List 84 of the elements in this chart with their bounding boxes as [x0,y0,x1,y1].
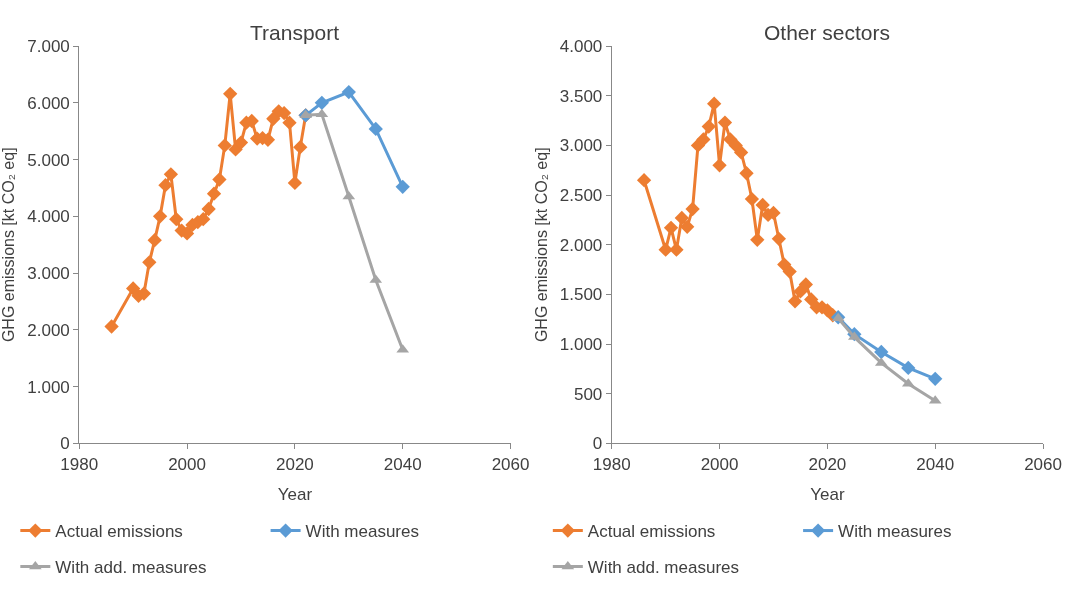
y-tick-label: 1.000 [27,377,70,397]
x-tick-label: 2020 [275,454,314,474]
point [206,186,222,201]
point [755,197,770,213]
x-tick-label: 1980 [592,454,631,474]
point [701,119,716,134]
point [928,371,943,386]
point [685,201,700,217]
point [674,210,689,226]
y-axis-title: GHG emissions [kt CO₂ eq] [0,147,18,343]
point [147,233,162,248]
point [395,179,410,195]
point [750,232,765,247]
point [787,294,803,309]
point [282,115,297,130]
y-axis-title: GHG emissions [kt CO₂ eq] [532,147,550,343]
legend-label: With measures [305,522,419,542]
point [658,242,673,257]
x-tick-label: 2000 [700,454,739,474]
chart-title: Transport [250,21,340,44]
point [158,178,173,193]
point [299,109,313,119]
point [663,220,679,236]
point [771,231,787,246]
legend-label: With add. measures [587,558,740,578]
point [717,115,733,130]
x-tick-label: 1980 [60,454,99,474]
point [680,219,695,235]
point [874,344,889,360]
point [314,95,329,111]
point [223,86,238,101]
y-tick-label: 3.000 [559,136,603,156]
x-tick-label: 2020 [808,454,847,474]
x-tick-label: 2040 [383,454,422,474]
legend-label: With add. measures [55,558,207,578]
point [733,145,749,160]
x-tick-label: 2060 [1024,454,1062,474]
x-tick-label: 2000 [168,454,206,474]
point [696,132,711,147]
legend-label: Actual emissions [55,522,183,542]
point [901,360,916,376]
y-tick-label: 3.000 [27,264,70,284]
y-tick-label: 1.000 [559,335,603,355]
x-axis-title: Year [810,485,845,505]
point [782,264,797,279]
y-tick-label: 4.000 [559,37,603,57]
chart-title: Other sectors [764,21,891,44]
x-axis-title: Year [277,485,313,505]
point [798,277,813,292]
x-tick-label: 2060 [491,454,530,474]
point [293,139,308,155]
y-tick-label: 500 [573,384,603,404]
y-tick-label: 3.500 [559,86,603,106]
point [217,138,232,153]
y-tick-label: 1.500 [559,285,603,305]
y-tick-label: 2.000 [27,320,70,340]
point [287,175,303,191]
y-tick-label: 7.000 [27,37,70,57]
point [201,201,216,217]
point [163,167,179,182]
y-tick-label: 0 [592,434,603,454]
point [368,121,383,137]
point [169,212,184,227]
point [125,281,141,296]
point [104,319,119,334]
point [142,255,157,270]
point [712,158,727,173]
y-tick-label: 2.500 [559,186,603,206]
point [669,242,684,257]
y-tick-label: 6.000 [27,93,70,113]
point [744,191,760,207]
legend-label: Actual emissions [587,522,716,542]
y-tick-label: 2.000 [559,235,603,255]
point [636,173,652,188]
x-tick-label: 2040 [916,454,955,474]
point [739,166,754,181]
y-tick-label: 5.000 [27,150,70,170]
y-tick-label: 4.000 [27,207,70,227]
point [707,96,722,111]
y-tick-label: 0 [60,434,70,454]
point [152,209,168,224]
point [212,172,227,187]
legend-label: With measures [838,522,952,542]
point [341,84,356,100]
